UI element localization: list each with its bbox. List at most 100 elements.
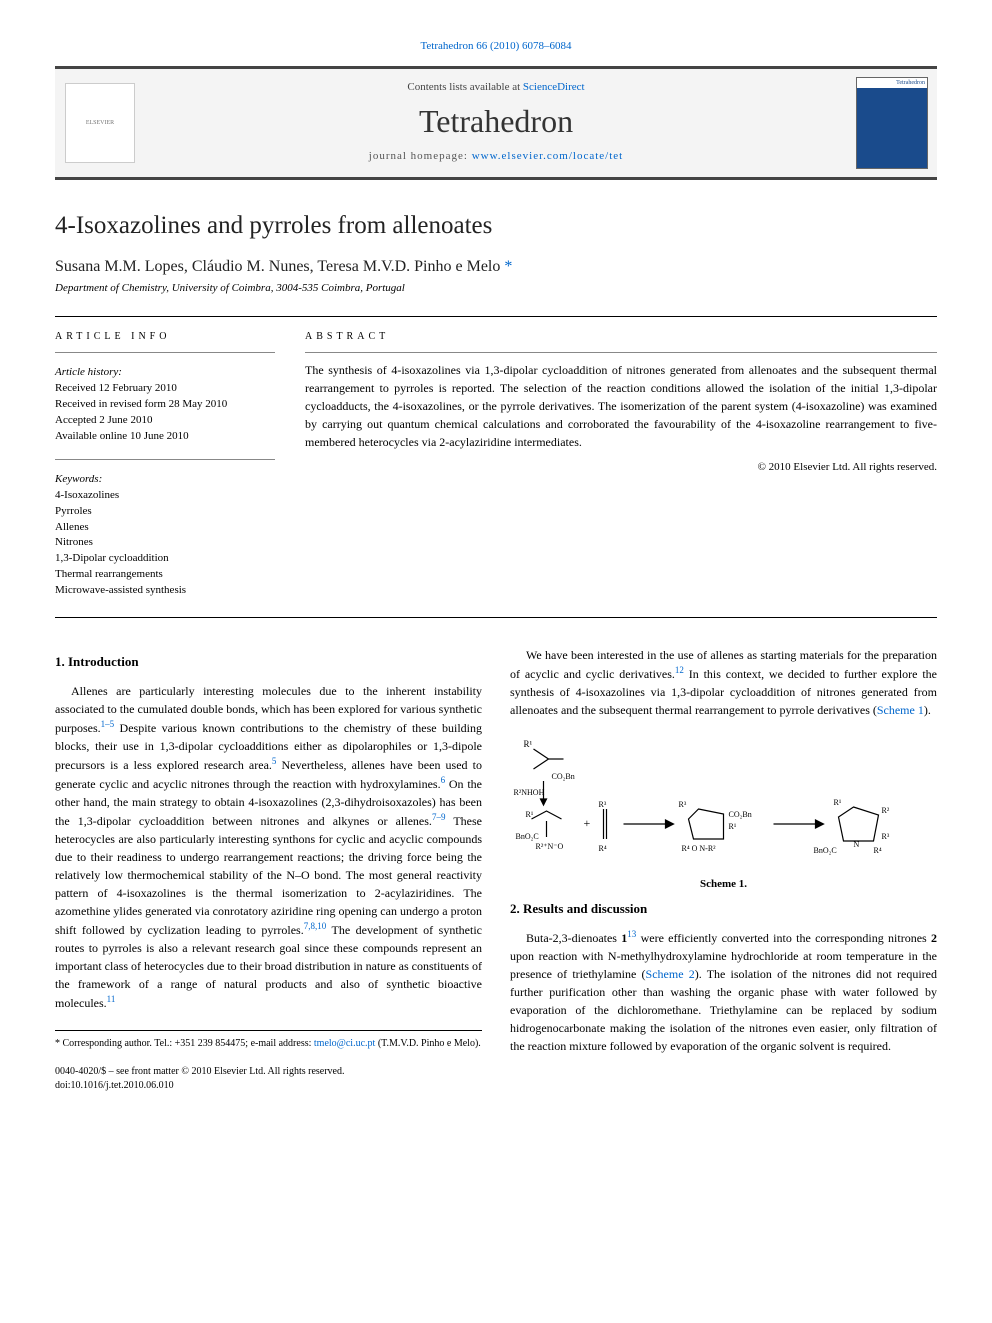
scheme-1-figure: R¹ CO₂Bn R²NHOH R¹ BnO₂C R²⁺N⁻O + — [510, 729, 937, 893]
corresponding-footnote: * Corresponding author. Tel.: +351 239 8… — [55, 1030, 482, 1051]
abstract-rule — [305, 352, 937, 353]
svg-text:BnO₂C: BnO₂C — [516, 832, 539, 841]
keyword: Microwave-assisted synthesis — [55, 583, 275, 599]
elsevier-logo[interactable]: ELSEVIER — [65, 83, 135, 163]
scheme-1-link[interactable]: Scheme 1 — [877, 703, 924, 717]
abstract-copyright: © 2010 Elsevier Ltd. All rights reserved… — [305, 461, 937, 473]
section-heading-intro: 1. Introduction — [55, 652, 482, 672]
footnote-tail: (T.M.V.D. Pinho e Melo). — [375, 1038, 480, 1049]
journal-cover-label: Tetrahedron — [857, 78, 927, 88]
history-heading: Article history: — [55, 365, 275, 381]
col2-text-3: ). — [924, 703, 931, 717]
svg-text:R²⁺N⁻O: R²⁺N⁻O — [536, 842, 564, 851]
citation-line: Tetrahedron 66 (2010) 6078–6084 — [55, 40, 937, 52]
svg-text:R¹: R¹ — [526, 810, 534, 819]
intro-paragraph: Allenes are particularly interesting mol… — [55, 682, 482, 1012]
header-center: Contents lists available at ScienceDirec… — [145, 69, 847, 177]
footnote-text: Corresponding author. Tel.: +351 239 854… — [63, 1038, 314, 1049]
info-abstract-row: ARTICLE INFO Article history: Received 1… — [55, 325, 937, 599]
svg-text:R¹: R¹ — [729, 822, 737, 831]
body-column-left: 1. Introduction Allenes are particularly… — [55, 646, 482, 1093]
citation-link[interactable]: Tetrahedron 66 (2010) 6078–6084 — [420, 40, 571, 52]
keyword: Thermal rearrangements — [55, 567, 275, 583]
history-accepted: Accepted 2 June 2010 — [55, 413, 275, 429]
results-text-2: were efficiently converted into the corr… — [636, 931, 931, 945]
author-list: Susana M.M. Lopes, Cláudio M. Nunes, Ter… — [55, 258, 937, 276]
svg-text:R⁴ O N-R²: R⁴ O N-R² — [682, 844, 717, 853]
history-online: Available online 10 June 2010 — [55, 429, 275, 445]
svg-text:R⁴: R⁴ — [874, 846, 882, 855]
abstract-text: The synthesis of 4-isoxazolines via 1,3-… — [305, 361, 937, 451]
abstract-column: ABSTRACT The synthesis of 4-isoxazolines… — [305, 325, 937, 599]
keyword: 1,3-Dipolar cycloaddition — [55, 551, 275, 567]
article-info-heading: ARTICLE INFO — [55, 331, 275, 342]
ref-sup[interactable]: 13 — [627, 929, 636, 939]
footnote-star: * — [55, 1038, 63, 1049]
results-text-1: Buta-2,3-dienoates — [526, 931, 621, 945]
elsevier-logo-label: ELSEVIER — [86, 120, 114, 127]
abstract-heading: ABSTRACT — [305, 331, 937, 342]
info-rule-2 — [55, 459, 275, 460]
journal-cover[interactable]: Tetrahedron — [856, 77, 928, 169]
journal-title: Tetrahedron — [145, 103, 847, 140]
front-matter-line: 0040-4020/$ – see front matter © 2010 El… — [55, 1065, 482, 1079]
contents-label: Contents lists available at — [407, 81, 522, 93]
svg-text:R²NHOH: R²NHOH — [514, 788, 545, 797]
homepage-label: journal homepage: — [369, 150, 472, 162]
sciencedirect-link[interactable]: ScienceDirect — [523, 81, 585, 93]
ref-sup[interactable]: 7,8,10 — [304, 921, 327, 931]
section-heading-results: 2. Results and discussion — [510, 899, 937, 919]
svg-text:CO₂Bn: CO₂Bn — [729, 810, 752, 819]
corresponding-author-mark[interactable]: * — [500, 258, 512, 275]
history-revised: Received in revised form 28 May 2010 — [55, 397, 275, 413]
authors-text: Susana M.M. Lopes, Cláudio M. Nunes, Ter… — [55, 258, 500, 275]
scheme-2-link[interactable]: Scheme 2 — [646, 967, 695, 981]
compound-2: 2 — [931, 931, 937, 945]
article-history: Article history: Received 12 February 20… — [55, 365, 275, 445]
svg-text:R³: R³ — [599, 800, 607, 809]
ref-sup[interactable]: 11 — [107, 994, 116, 1004]
scheme-1-caption: Scheme 1. — [510, 876, 937, 893]
footnote-email-link[interactable]: tmelo@ci.uc.pt — [314, 1038, 375, 1049]
ref-sup[interactable]: 1–5 — [101, 719, 115, 729]
ref-sup[interactable]: 7–9 — [432, 812, 446, 822]
journal-cover-cell: Tetrahedron — [847, 69, 937, 177]
svg-text:+: + — [584, 816, 591, 830]
svg-text:R¹: R¹ — [524, 739, 533, 749]
article-title: 4-Isoxazolines and pyrroles from allenoa… — [55, 212, 937, 240]
svg-text:R⁴: R⁴ — [599, 844, 607, 853]
svg-text:N: N — [854, 840, 860, 849]
doi-line: doi:10.1016/j.tet.2010.06.010 — [55, 1079, 482, 1093]
homepage-link[interactable]: www.elsevier.com/locate/tet — [472, 150, 624, 162]
svg-text:R³: R³ — [679, 800, 687, 809]
article-info-column: ARTICLE INFO Article history: Received 1… — [55, 325, 275, 599]
keyword: Pyrroles — [55, 504, 275, 520]
separator-bottom — [55, 617, 937, 618]
scheme-1-svg: R¹ CO₂Bn R²NHOH R¹ BnO₂C R²⁺N⁻O + — [510, 729, 937, 869]
publisher-logo-cell: ELSEVIER — [55, 69, 145, 177]
contents-line: Contents lists available at ScienceDirec… — [145, 81, 847, 93]
journal-header-band: ELSEVIER Contents lists available at Sci… — [55, 66, 937, 180]
results-paragraph-1: Buta-2,3-dienoates 113 were efficiently … — [510, 928, 937, 1055]
info-rule-1 — [55, 352, 275, 353]
keywords-heading: Keywords: — [55, 472, 275, 488]
homepage-line: journal homepage: www.elsevier.com/locat… — [145, 150, 847, 162]
svg-text:R¹: R¹ — [834, 798, 842, 807]
col2-paragraph-1: We have been interested in the use of al… — [510, 646, 937, 719]
svg-text:R²: R² — [882, 806, 890, 815]
affiliation: Department of Chemistry, University of C… — [55, 282, 937, 294]
svg-text:R³: R³ — [882, 832, 890, 841]
keyword: 4-Isoxazolines — [55, 488, 275, 504]
keyword: Nitrones — [55, 535, 275, 551]
ref-sup[interactable]: 12 — [675, 665, 684, 675]
svg-text:CO₂Bn: CO₂Bn — [552, 772, 575, 781]
svg-text:BnO₂C: BnO₂C — [814, 846, 837, 855]
keywords-block: Keywords: 4-Isoxazolines Pyrroles Allene… — [55, 472, 275, 600]
separator-top — [55, 316, 937, 317]
intro-text-5: These heterocycles are also particularly… — [55, 814, 482, 937]
doi-block: 0040-4020/$ – see front matter © 2010 El… — [55, 1065, 482, 1093]
history-received: Received 12 February 2010 — [55, 381, 275, 397]
keyword: Allenes — [55, 520, 275, 536]
body-two-column: 1. Introduction Allenes are particularly… — [55, 646, 937, 1093]
body-column-right: We have been interested in the use of al… — [510, 646, 937, 1093]
